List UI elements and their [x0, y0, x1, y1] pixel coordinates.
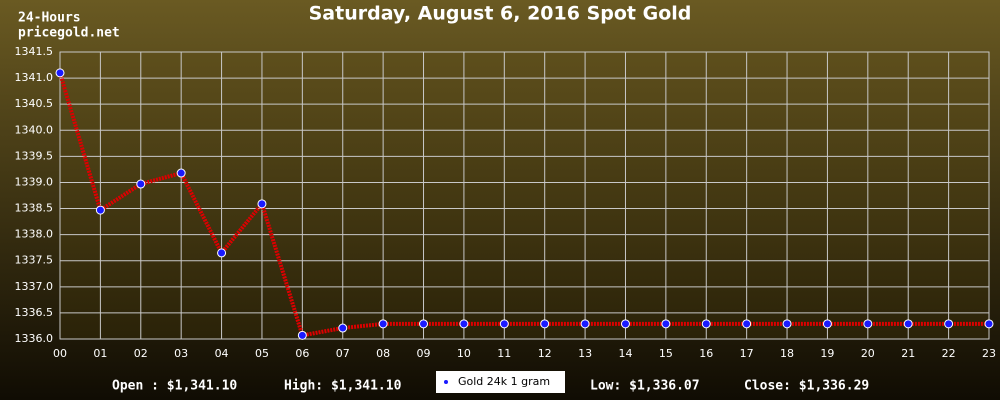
data-point [257, 199, 267, 209]
x-tick-label: 14 [618, 347, 632, 360]
data-point [944, 319, 954, 329]
data-point [903, 319, 913, 329]
series-line [58, 72, 989, 338]
data-point [742, 319, 752, 329]
y-tick-label: 1340.5 [15, 97, 54, 110]
x-tick-label: 11 [497, 347, 511, 360]
x-tick-label: 07 [336, 347, 350, 360]
x-tick-label: 18 [780, 347, 794, 360]
data-point [297, 330, 307, 340]
data-point [540, 319, 550, 329]
x-tick-label: 02 [134, 347, 148, 360]
corner-text: 24-Hours [18, 11, 81, 26]
data-point [136, 179, 146, 189]
x-tick-label: 01 [93, 347, 107, 360]
x-tick-label: 05 [255, 347, 269, 360]
data-point [620, 319, 630, 329]
legend-marker [444, 380, 448, 384]
y-tick-label: 1338.5 [15, 202, 54, 215]
x-tick-label: 16 [699, 347, 713, 360]
y-tick-label: 1336.0 [15, 332, 54, 345]
x-tick-label: 21 [901, 347, 915, 360]
x-tick-label: 12 [538, 347, 552, 360]
legend-box [436, 371, 565, 393]
legend: Gold 24k 1 gram [436, 371, 565, 393]
data-point [217, 248, 227, 258]
data-point [661, 319, 671, 329]
x-tick-label: 09 [417, 347, 431, 360]
x-tick-label: 08 [376, 347, 390, 360]
x-tick-label: 03 [174, 347, 188, 360]
x-tick-label: 23 [982, 347, 996, 360]
data-point [459, 319, 469, 329]
y-tick-label: 1336.5 [15, 306, 54, 319]
data-point [580, 319, 590, 329]
corner-text: pricegold.net [18, 26, 120, 41]
x-tick-label: 20 [861, 347, 875, 360]
data-point [95, 205, 105, 215]
stat-open: Open : $1,341.10 [112, 379, 237, 394]
y-tick-label: 1341.5 [15, 45, 54, 58]
x-tick-label: 22 [942, 347, 956, 360]
data-point [984, 319, 994, 329]
y-tick-label: 1339.0 [15, 175, 54, 188]
y-tick-label: 1339.5 [15, 149, 54, 162]
x-tick-label: 10 [457, 347, 471, 360]
x-tick-label: 13 [578, 347, 592, 360]
legend-label: Gold 24k 1 gram [458, 375, 550, 388]
y-tick-label: 1337.0 [15, 280, 54, 293]
x-tick-label: 04 [215, 347, 229, 360]
y-tick-label: 1338.0 [15, 228, 54, 241]
data-point [419, 319, 429, 329]
data-point [378, 319, 388, 329]
plot-area [59, 51, 990, 340]
data-point [822, 319, 832, 329]
data-point [701, 319, 711, 329]
x-tick-label: 06 [295, 347, 309, 360]
x-tick-label: 19 [820, 347, 834, 360]
y-tick-label: 1341.0 [15, 71, 54, 84]
data-point [782, 319, 792, 329]
data-point [55, 68, 65, 78]
chart-title: Saturday, August 6, 2016 Spot Gold [309, 3, 692, 25]
x-tick-label: 17 [740, 347, 754, 360]
y-tick-label: 1340.0 [15, 123, 54, 136]
stat-low: Low: $1,336.07 [590, 379, 700, 394]
data-point [176, 168, 186, 178]
data-point [338, 323, 348, 333]
stat-close: Close: $1,336.29 [744, 379, 869, 394]
data-point [863, 319, 873, 329]
x-tick-label: 00 [53, 347, 67, 360]
stat-high: High: $1,341.10 [284, 379, 402, 394]
y-tick-label: 1337.5 [15, 254, 54, 267]
data-point [499, 319, 509, 329]
x-tick-label: 15 [659, 347, 673, 360]
